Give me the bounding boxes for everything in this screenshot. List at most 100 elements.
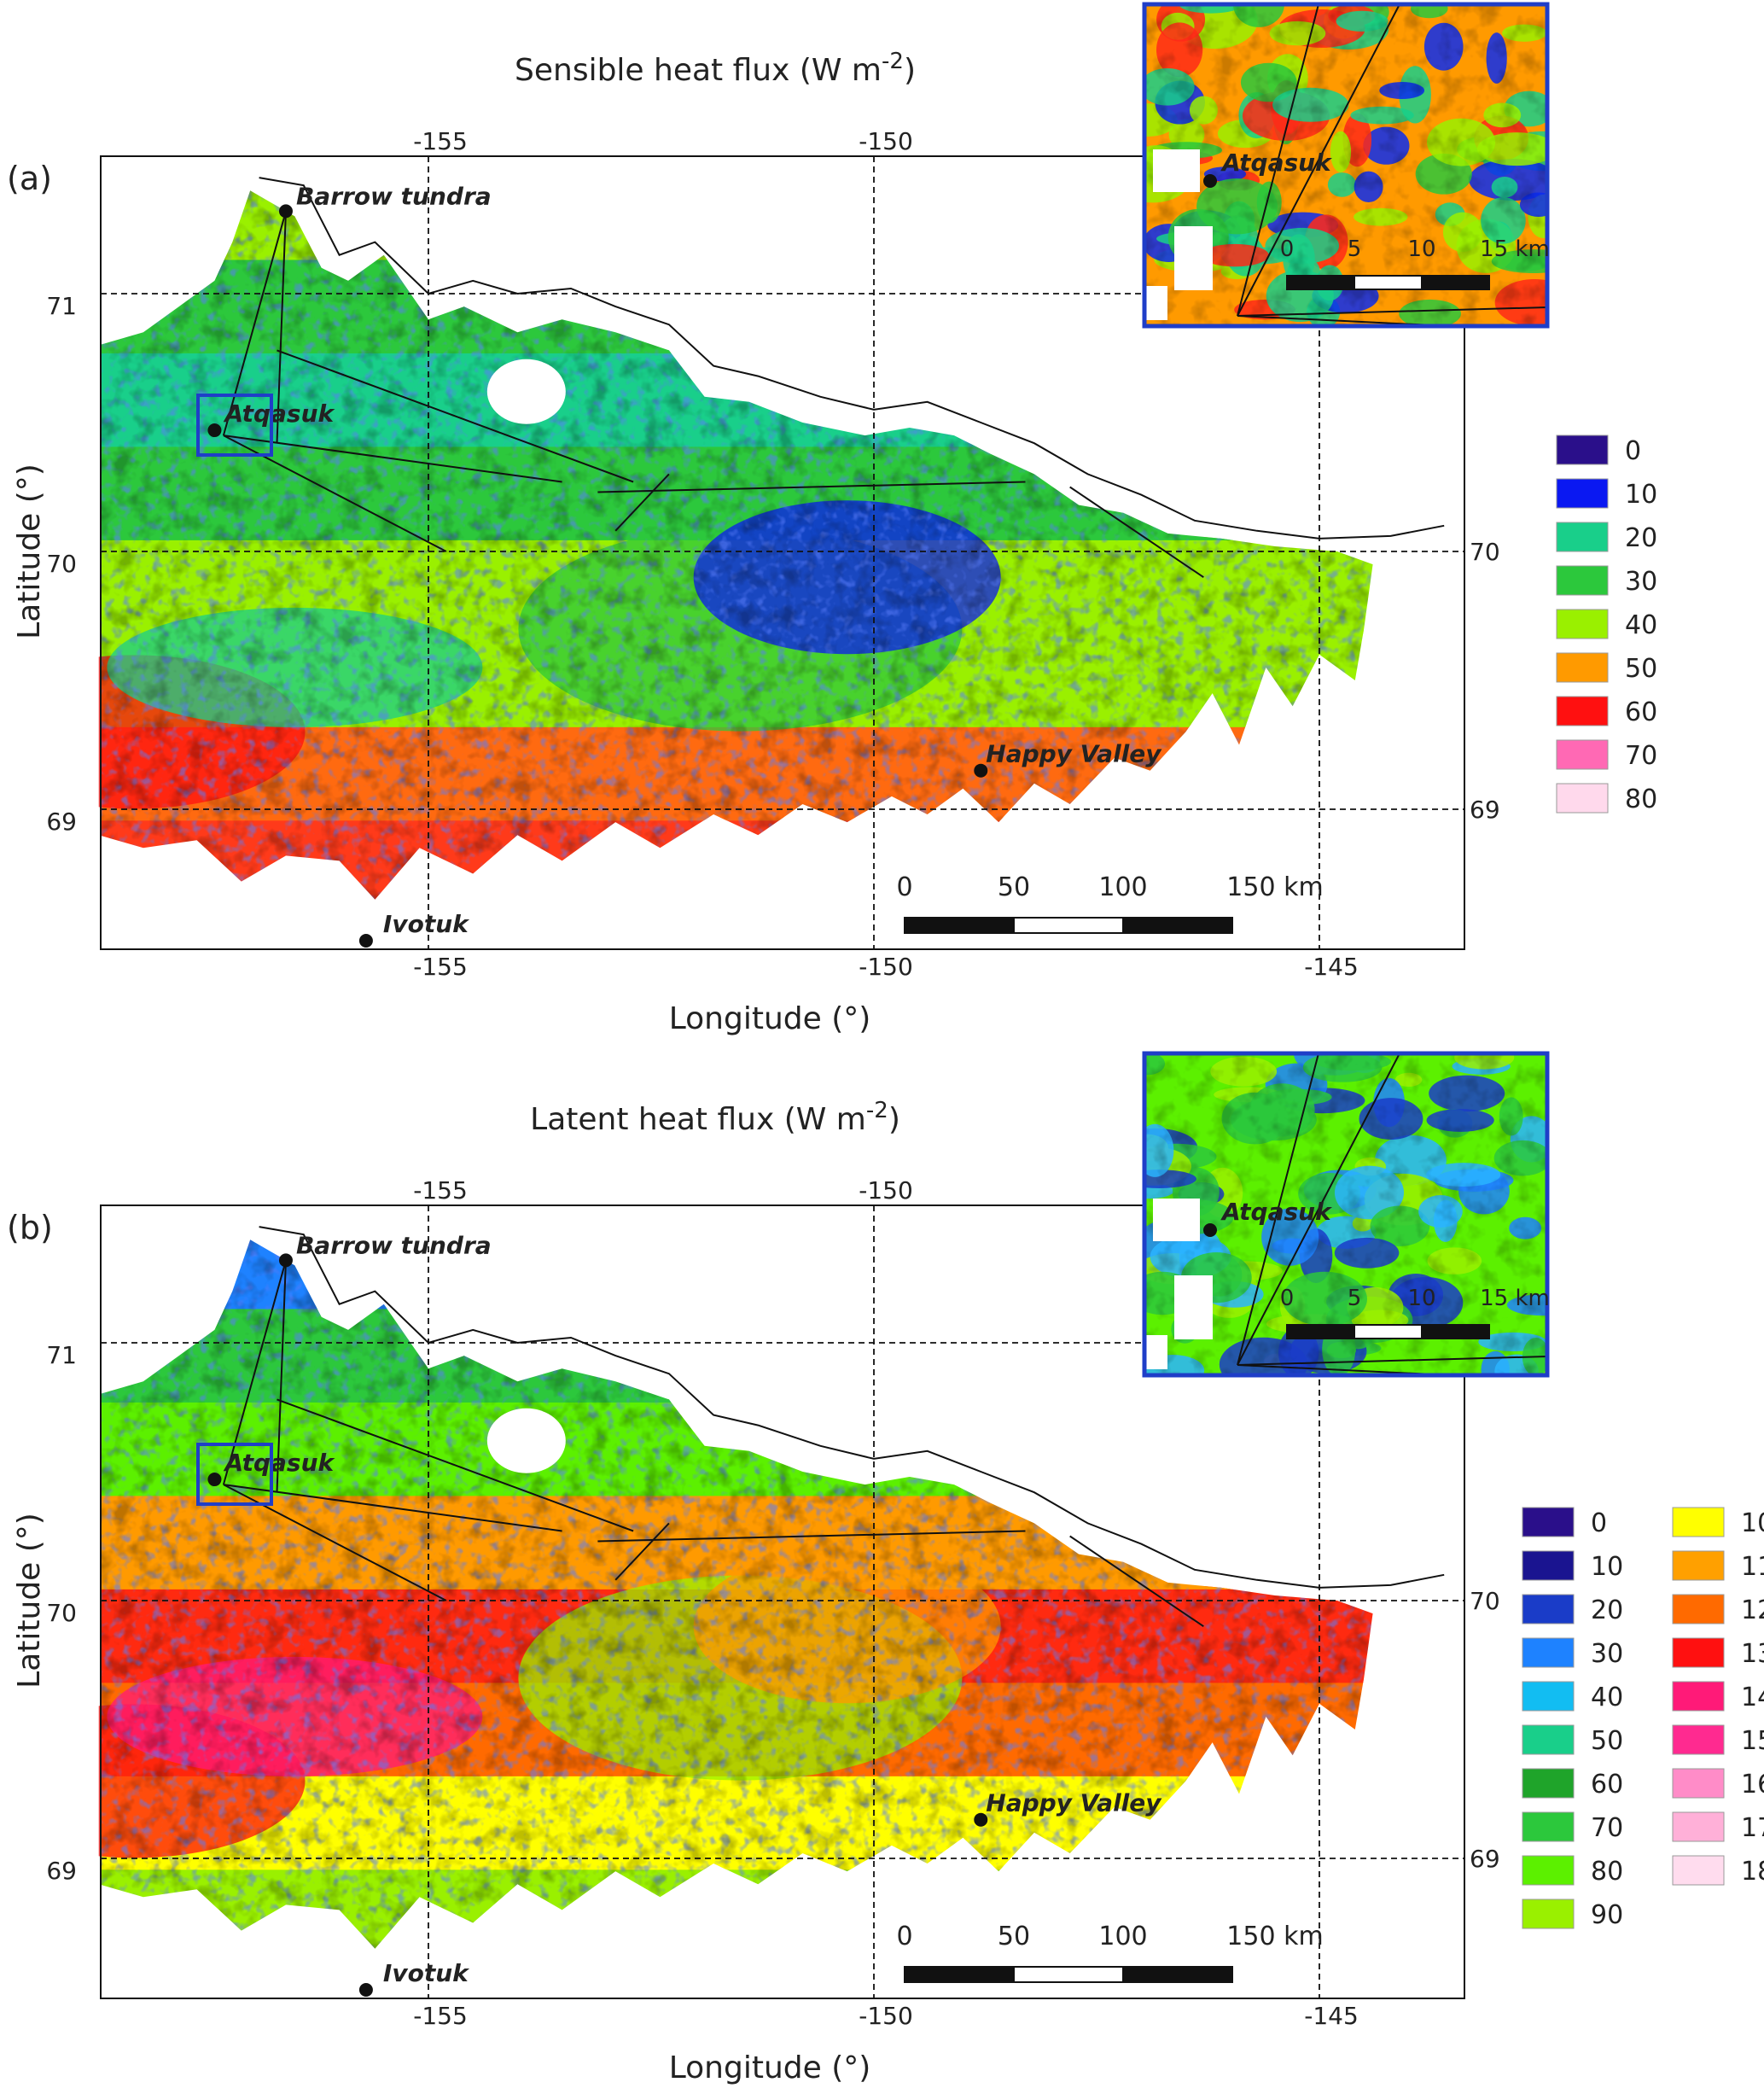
legend-label: 150 [1741,1726,1764,1756]
inset-gap [1146,286,1167,320]
site-label: Barrow tundra [296,182,492,210]
legend-swatch [1672,1681,1725,1712]
inset-transect [1237,1053,1400,1366]
legend-label: 70 [1625,741,1657,771]
panel-title-sup: -2 [882,49,904,74]
inset-transect [1237,306,1547,317]
legend-swatch [1672,1768,1725,1799]
inset-scale-label: 0 [1280,1286,1295,1311]
inset-frame [1142,2,1550,329]
inset-gap [1174,1275,1213,1339]
legend-swatch [1672,1724,1725,1755]
scale-bar-label: 0 [896,872,912,902]
map-frame [100,155,1465,950]
scale-bar-label: 100 [1098,1922,1147,1951]
inset-locator-box [196,394,273,457]
inset-scale-segment [1421,1324,1490,1339]
scale-bar-label: 150 km [1226,872,1323,902]
legend-label: 50 [1625,654,1657,684]
lon-tick-bottom: -150 [859,2002,913,2030]
inset-gap [1174,226,1213,290]
inset-scale-label: 15 km [1480,1286,1550,1311]
panel-b: Latent heat flux (W m-2) (b) -155 -155 -150 -… [7,1051,1764,2085]
transect-segment [223,435,562,483]
legend-label: 60 [1591,1770,1623,1799]
legend-swatch [1556,696,1609,726]
coastline [259,1226,1445,1589]
site-marker [974,1812,988,1827]
inset-scale-label: 10 [1407,236,1435,262]
scale-bar-label: 0 [896,1922,912,1951]
inset-scale-segment [1354,1324,1423,1339]
lon-tick-top: -155 [413,1176,468,1204]
legend-label: 80 [1591,1857,1623,1887]
legend-label: 10 [1591,1552,1623,1582]
transect-segment [276,211,287,444]
legend-swatch [1672,1637,1725,1668]
legend-swatch [1522,1811,1575,1842]
legend-label: 110 [1741,1552,1764,1582]
legend-label: 120 [1741,1595,1764,1625]
grid [101,1205,1464,1998]
legend-swatch [1522,1855,1575,1886]
panel-title-sup: -2 [866,1098,888,1123]
site-marker [974,763,988,778]
lon-tick-top: -155 [413,127,468,155]
transect-segment [276,1260,287,1493]
site-marker [278,1253,293,1268]
legend-label: 180 [1741,1857,1764,1887]
lon-tick-bottom: -155 [413,953,468,981]
transect-segment [1069,1535,1204,1628]
lat-tick-left: 71 [46,292,77,320]
legend-label: 30 [1625,567,1657,597]
legend-label: 160 [1741,1770,1764,1799]
inset-scale-label: 15 km [1480,236,1550,262]
panel-title-text: Latent heat flux (W m [530,1102,866,1137]
scale-bar-segment [904,1966,1015,1983]
inset-field [1144,4,1547,326]
inset-scale-label: 0 [1280,236,1295,262]
inset-transect [1237,1356,1547,1366]
legend-label: 30 [1591,1639,1623,1669]
legend-swatch [1522,1724,1575,1755]
legend-swatch [1672,1550,1725,1581]
legend-swatch [1556,435,1609,465]
legend-label: 140 [1741,1683,1764,1712]
legend-swatch [1522,1507,1575,1537]
scale-bar-segment [1013,1966,1124,1983]
transect-segment [614,473,670,532]
panel-letter: (a) [7,160,52,197]
inset-scale-label: 10 [1407,1286,1435,1311]
transect-segment [614,1522,670,1581]
scale-bar-label: 50 [998,1922,1030,1951]
transect-segment [597,1530,1026,1543]
inset-map: Atqasuk 0 5 10 15 km [1142,1051,1550,1378]
lon-tick-bottom: -155 [413,2002,468,2030]
legend-swatch [1522,1637,1575,1668]
inset-field [1144,1053,1547,1375]
legend-label: 20 [1591,1595,1623,1625]
legend-swatch [1522,1681,1575,1712]
map-frame [100,1204,1465,1999]
site-marker [358,1983,373,1998]
x-axis-label: Longitude (°) [669,1001,871,1036]
scale-bar-label: 50 [998,872,1030,902]
inset-site-label: Atqasuk [1220,1198,1333,1226]
legend-label: 40 [1591,1683,1623,1712]
site-label: Happy Valley [986,740,1162,768]
legend-swatch [1556,783,1609,814]
site-marker [358,934,373,948]
scale-bar-label: 150 km [1226,1922,1323,1951]
lat-tick-left: 70 [46,550,77,578]
lat-tick-left: 69 [46,808,77,836]
legend-label: 70 [1591,1813,1623,1843]
lake-teshekpuk [486,1408,566,1473]
legend-label: 100 [1741,1508,1764,1538]
lat-tick-right: 70 [1470,538,1500,566]
legend-swatch [1672,1811,1725,1842]
lon-tick-bottom: -145 [1304,953,1359,981]
lon-tick-bottom: -150 [859,953,913,981]
inset-site-label: Atqasuk [1220,149,1333,177]
transect-segment [277,1398,634,1532]
